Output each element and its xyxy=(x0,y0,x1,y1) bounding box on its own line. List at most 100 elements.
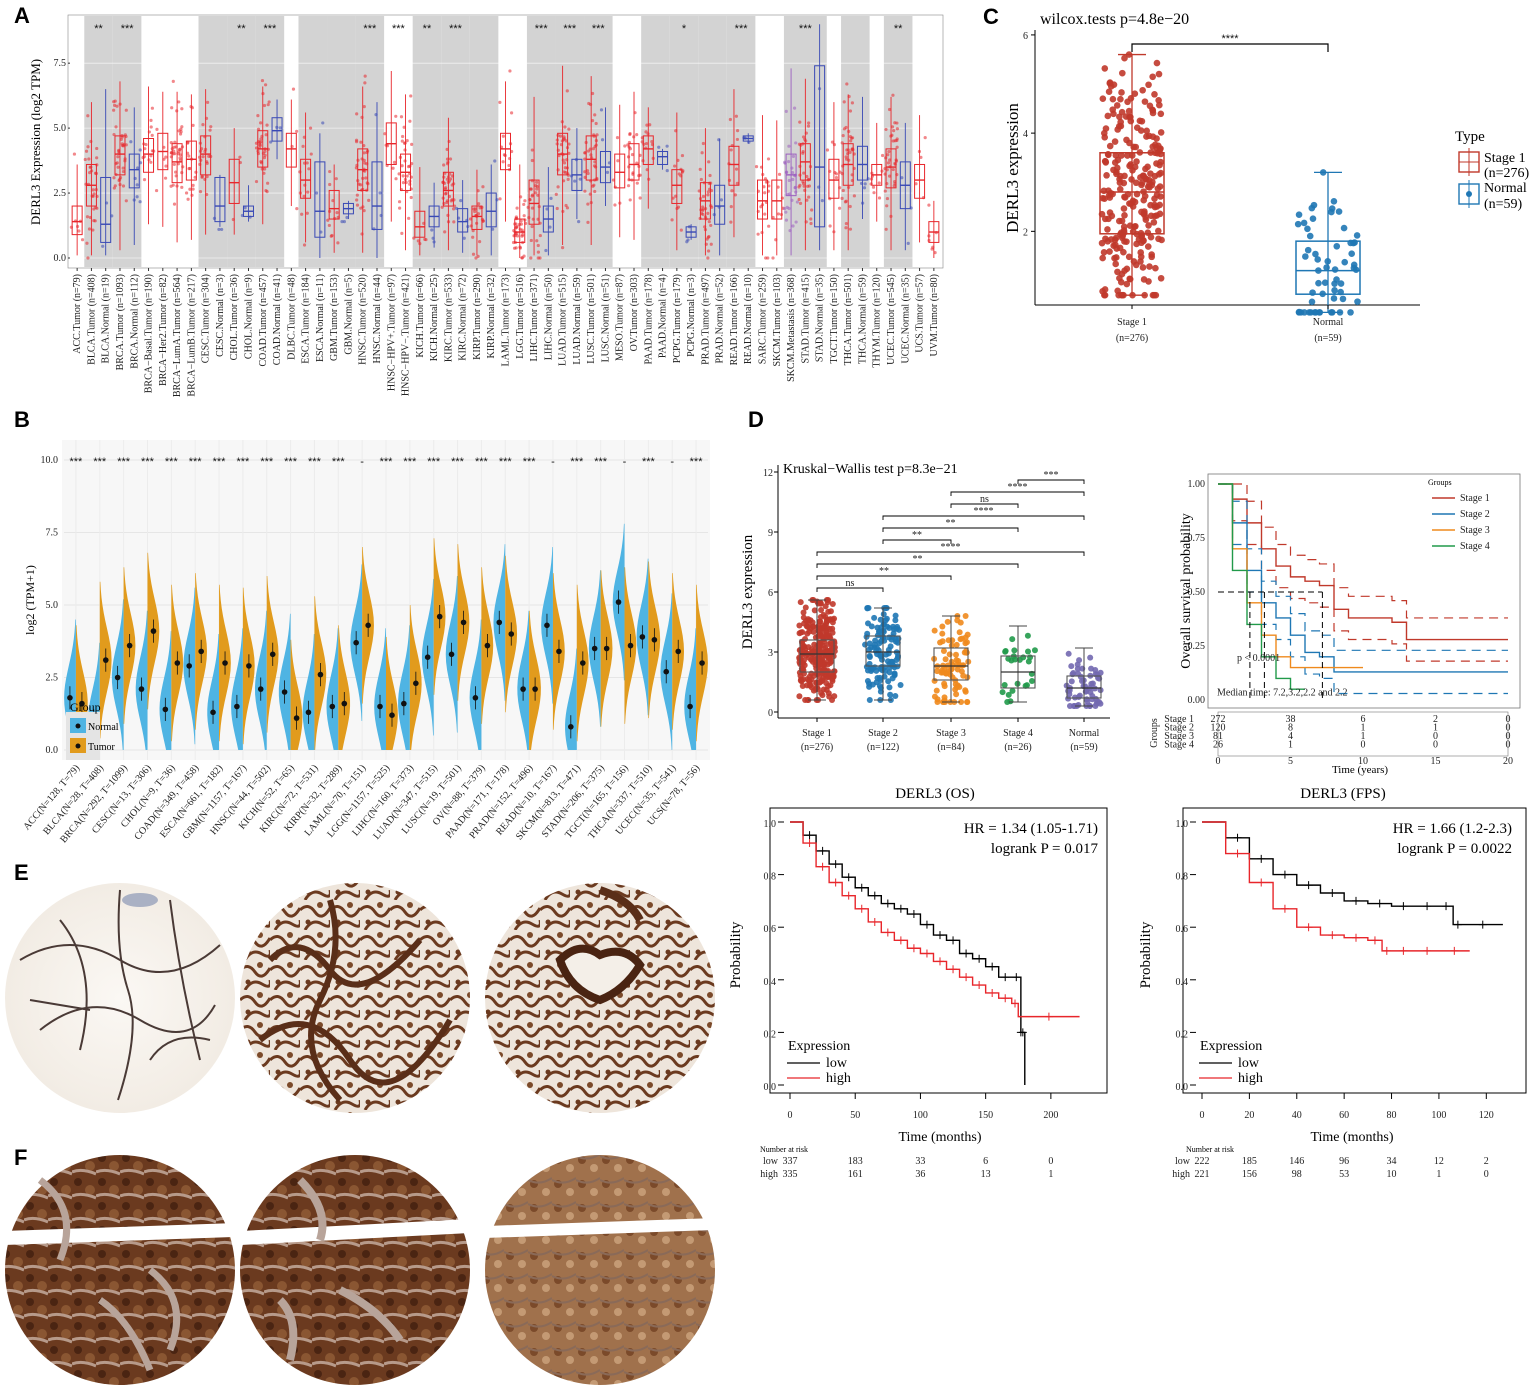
data-point xyxy=(256,127,261,131)
data-point xyxy=(665,169,669,173)
data-point xyxy=(886,684,893,691)
box xyxy=(1295,240,1361,295)
mean-dot-tumor xyxy=(269,651,276,658)
data-point xyxy=(404,180,408,185)
legend-stage1-label: Stage 1 xyxy=(1484,151,1526,166)
censor-mark xyxy=(1478,920,1487,929)
x-tick-label: (n=84) xyxy=(937,742,964,753)
data-point xyxy=(515,234,520,238)
data-point xyxy=(826,693,833,700)
data-point xyxy=(880,628,887,635)
panel-e-ihc-normal xyxy=(5,883,715,1113)
data-point xyxy=(556,168,560,172)
data-point xyxy=(1146,263,1153,270)
gray-block-8 xyxy=(412,16,442,267)
data-point xyxy=(400,139,404,143)
data-point xyxy=(173,140,177,144)
mean-dot-normal xyxy=(210,709,216,716)
data-point xyxy=(771,256,775,260)
data-point xyxy=(957,619,964,626)
data-point xyxy=(91,228,95,232)
panel-b-legend: Group Normal Tumor xyxy=(66,700,119,760)
data-point xyxy=(1106,79,1114,86)
data-point xyxy=(1065,650,1072,657)
mean-dot-tumor xyxy=(460,619,467,626)
data-point xyxy=(80,238,85,242)
data-point xyxy=(536,243,540,248)
data-point xyxy=(112,132,116,137)
ihc-f-image-3-gap xyxy=(479,1217,721,1239)
data-point xyxy=(262,103,267,108)
data-point xyxy=(142,178,147,182)
data-point xyxy=(1111,254,1118,262)
x-tick-label: READ.Normal (n=10) xyxy=(743,274,754,364)
data-point xyxy=(1147,212,1155,220)
risk-value: 10 xyxy=(1387,1169,1397,1180)
risk-value: 0 xyxy=(1361,740,1366,751)
data-point xyxy=(83,157,87,162)
y-tick-label: 0.0 xyxy=(54,253,67,264)
data-point xyxy=(314,191,319,195)
mean-dot-tumor xyxy=(79,700,85,707)
panel-f-ihc-tumor xyxy=(0,1155,721,1385)
box xyxy=(885,148,897,189)
data-point xyxy=(170,106,174,110)
data-point xyxy=(797,185,801,189)
legend-normal-n: (n=59) xyxy=(1484,197,1523,212)
gray-block-0 xyxy=(84,16,113,267)
data-point xyxy=(1116,185,1124,193)
data-point xyxy=(191,187,195,191)
data-point xyxy=(430,228,434,232)
data-point xyxy=(1125,107,1133,115)
data-point xyxy=(800,609,807,616)
data-point xyxy=(962,687,969,694)
data-point xyxy=(802,171,806,175)
data-point xyxy=(452,220,456,224)
data-point xyxy=(954,666,961,673)
data-point xyxy=(794,220,798,224)
data-point xyxy=(560,246,565,250)
data-point xyxy=(811,607,818,614)
box xyxy=(757,179,769,220)
x-tick-label: LUSC.Normal (n=51) xyxy=(600,274,611,362)
data-point xyxy=(709,242,713,246)
x-tick-label: UCEC.Normal (n=35) xyxy=(900,274,911,364)
censor-mark xyxy=(936,957,944,966)
data-point xyxy=(1092,695,1099,702)
gray-block-16 xyxy=(698,16,727,267)
box xyxy=(642,135,654,165)
data-point xyxy=(91,188,95,192)
data-point xyxy=(1118,217,1126,225)
data-point xyxy=(791,177,795,182)
data-point xyxy=(490,227,495,231)
censor-mark xyxy=(831,878,840,887)
violin-normal xyxy=(231,628,243,750)
ihc-e-image-3-bronchus xyxy=(555,944,645,1005)
risk-value: 34 xyxy=(1387,1156,1397,1167)
violin-normal xyxy=(302,634,315,750)
data-point xyxy=(474,256,478,260)
risk-value: 222 xyxy=(1195,1156,1210,1167)
data-point xyxy=(1002,648,1009,655)
significance-stars: **** xyxy=(1221,33,1239,45)
significance-stars: *** xyxy=(308,456,322,468)
data-point xyxy=(585,169,590,173)
data-point xyxy=(1116,274,1123,282)
data-point xyxy=(87,227,92,231)
violin-normal xyxy=(159,631,172,750)
km-curve xyxy=(1218,483,1363,669)
significance-stars: *** xyxy=(165,456,179,468)
data-point xyxy=(530,194,534,198)
data-point xyxy=(953,657,960,664)
data-point xyxy=(756,232,760,236)
data-point xyxy=(588,102,593,107)
data-point xyxy=(169,151,174,155)
data-point xyxy=(844,226,848,230)
legend-normal-label: Normal xyxy=(1484,181,1527,196)
km-fps-legend-high: high xyxy=(1238,1071,1263,1086)
data-point xyxy=(1155,96,1162,104)
data-point xyxy=(798,120,802,124)
panel-km-os: DERL3 (OS) 0.0 0.2 0.4 0.6 0.8 1.0 0 50 100 150 20… xyxy=(728,786,1108,1180)
x-tick-label: ESCA.Tumor (n=184) xyxy=(301,274,312,364)
data-point xyxy=(866,652,873,659)
